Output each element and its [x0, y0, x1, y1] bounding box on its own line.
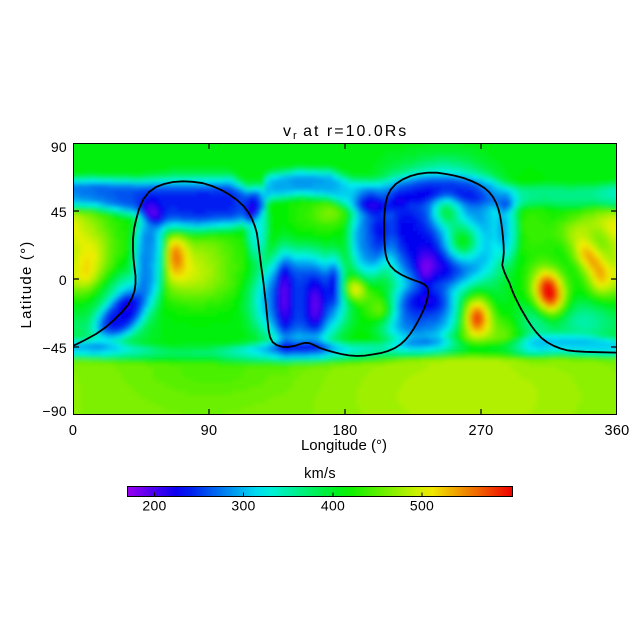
svg-text:−45: −45: [42, 340, 67, 356]
svg-text:45: 45: [51, 204, 67, 220]
svg-text:360: 360: [604, 423, 629, 439]
svg-text:400: 400: [321, 498, 345, 514]
svg-text:90: 90: [201, 423, 218, 439]
svg-text:km/s: km/s: [304, 466, 336, 482]
svg-text:500: 500: [410, 498, 434, 514]
svg-text:Latitude (°): Latitude (°): [18, 241, 35, 329]
svg-text:180: 180: [332, 423, 357, 439]
svg-text:90: 90: [51, 139, 67, 155]
svg-text:270: 270: [468, 423, 493, 439]
svg-text:300: 300: [231, 498, 255, 514]
svg-text:vr at r=10.0Rs: vr at r=10.0Rs: [283, 123, 408, 142]
svg-text:0: 0: [59, 272, 67, 288]
svg-text:Longitude (°): Longitude (°): [301, 437, 387, 454]
svg-text:0: 0: [69, 423, 77, 439]
svg-text:−90: −90: [42, 403, 67, 419]
svg-text:200: 200: [142, 498, 166, 514]
